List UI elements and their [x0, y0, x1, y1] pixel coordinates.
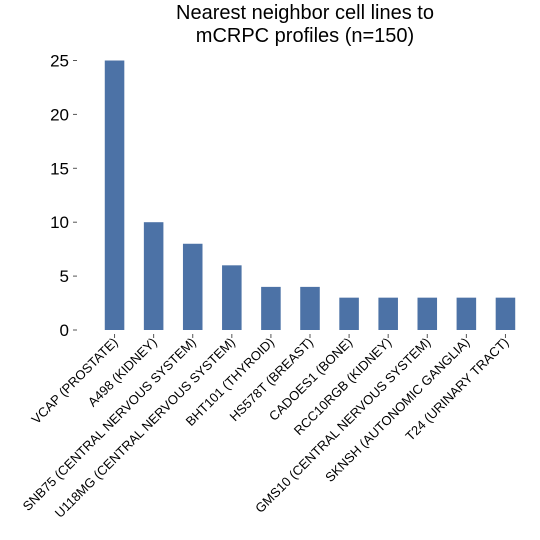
bar — [456, 297, 477, 330]
y-tick-label: 20 — [50, 105, 69, 124]
y-tick-label: 0 — [60, 321, 69, 340]
bar — [182, 243, 203, 330]
y-tick-label: 25 — [50, 52, 69, 71]
bars — [104, 60, 516, 330]
y-axis: 0 5 10 15 20 25 — [50, 52, 77, 340]
bar — [104, 60, 125, 330]
bar — [495, 297, 516, 330]
x-tick-label: SNB75 (CENTRAL NERVOUS SYSTEM) — [20, 335, 199, 514]
bar — [261, 286, 281, 330]
x-tick-label: A498 (KIDNEY) — [85, 335, 160, 410]
x-tick-label: U118MG (CENTRAL NERVOUS SYSTEM) — [52, 335, 238, 521]
y-tick-label: 10 — [50, 213, 69, 232]
bar — [339, 297, 359, 330]
chart-title-line-2: mCRPC profiles (n=150) — [196, 25, 414, 47]
bar — [378, 297, 398, 330]
x-tick-label: SKNSH (AUTONOMIC GANGLIA) — [322, 335, 472, 485]
x-axis: VCAP (PROSTATE)A498 (KIDNEY)SNB75 (CENTR… — [20, 334, 512, 521]
bar — [143, 222, 164, 330]
bar — [417, 297, 438, 330]
y-tick-label: 5 — [60, 267, 69, 286]
bar — [300, 286, 320, 330]
chart-title-line-1: Nearest neighbor cell lines to — [176, 2, 434, 24]
bar — [222, 265, 242, 330]
y-tick-label: 15 — [50, 159, 69, 178]
